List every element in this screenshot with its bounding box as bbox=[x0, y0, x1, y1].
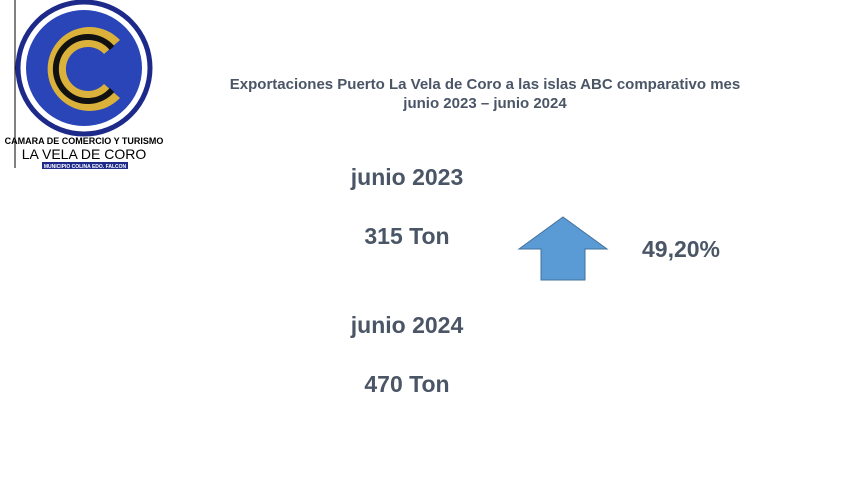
logo: CAMARA DE COMERCIO Y TURISMO LA VELA DE … bbox=[5, 0, 164, 170]
logo-c-inner bbox=[52, 34, 115, 104]
logo-line2: LA VELA DE CORO bbox=[22, 146, 147, 162]
title-line2: junio 2023 – junio 2024 bbox=[402, 95, 567, 112]
logo-line3: MUNICIPIO COLINA EDO. FALCON bbox=[44, 164, 127, 170]
period2-amount: 470 Ton bbox=[364, 371, 449, 397]
period1-amount: 315 Ton bbox=[364, 223, 449, 249]
period1-label: junio 2023 bbox=[350, 164, 463, 190]
period2-label: junio 2024 bbox=[350, 312, 464, 338]
up-arrow bbox=[517, 216, 609, 281]
title-line1: Exportaciones Puerto La Vela de Coro a l… bbox=[230, 76, 740, 93]
change: 49,20% bbox=[642, 236, 720, 262]
logo-line1: CAMARA DE COMERCIO Y TURISMO bbox=[5, 136, 164, 146]
logo-band bbox=[42, 162, 128, 169]
